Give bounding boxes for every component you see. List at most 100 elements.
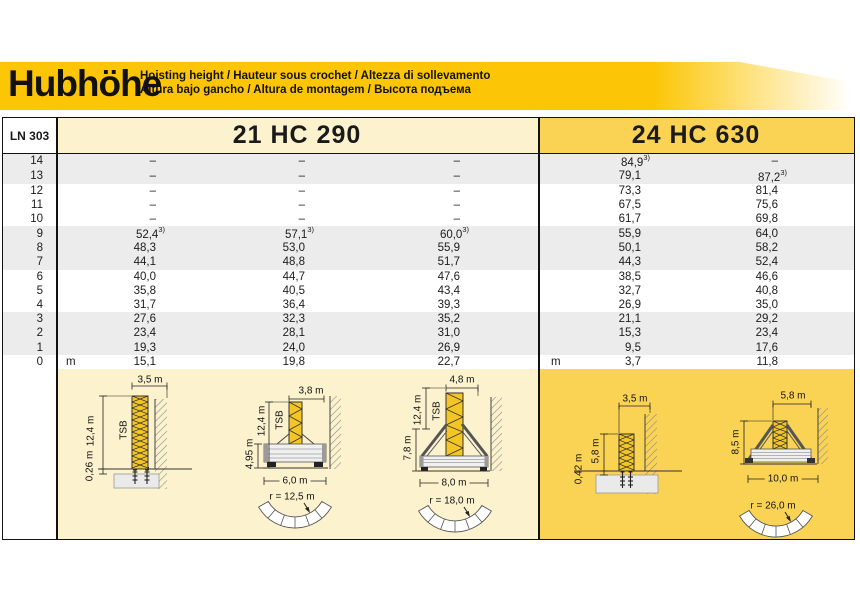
row-label: 10 [30, 213, 43, 226]
crane-foundation-drawing [98, 382, 192, 489]
bogie [314, 462, 323, 467]
dim-label-height: 12,4 m [412, 394, 424, 426]
crane-foundation-drawing [574, 402, 682, 494]
value-cell: 24,0 [282, 341, 305, 354]
value-cell: 23,4 [755, 327, 778, 340]
value-cell: 40,8 [755, 284, 778, 297]
value-cell: 3,7 [625, 355, 641, 368]
value-cell: – [453, 198, 460, 211]
value-cell: 81,4 [755, 184, 778, 197]
table-row: 14 – – – 84,93) – [3, 153, 854, 169]
value-cell: 26,9 [437, 341, 460, 354]
ground-hatch [645, 414, 657, 494]
ground-hatch [330, 396, 341, 469]
dim-label-width: 4,8 m [449, 374, 475, 386]
crane-crossbase-drawing [254, 395, 341, 529]
value-cell: 15,3 [618, 327, 641, 340]
value-cell: – [149, 170, 156, 183]
table-divider-left [56, 118, 58, 539]
value-cell: 40,0 [133, 270, 156, 283]
row-label: 12 [30, 184, 43, 197]
value-cell: – [149, 198, 156, 211]
unit-label: m [66, 355, 76, 368]
dim-label-width: 3,5 m [622, 393, 648, 405]
value-cell: 67,5 [618, 198, 641, 211]
value-cell: 58,2 [755, 242, 778, 255]
crane-aframe-drawing [412, 384, 502, 533]
ground-hatch [491, 397, 502, 471]
table-row: 8 48,3 53,0 55,9 50,1 58,2 [3, 241, 854, 256]
unit-label: m [551, 355, 561, 368]
table-divider-middle [538, 118, 540, 539]
ballast-radius-arc [257, 500, 333, 529]
value-cell: – [453, 213, 460, 226]
value-cell: – [298, 213, 305, 226]
dim-label-height: 8,5 m [730, 429, 742, 455]
row-label: 7 [36, 256, 43, 269]
dim-label-base-height: 4,95 m [244, 438, 256, 470]
value-cell: 44,7 [282, 270, 305, 283]
value-cell: – [771, 155, 778, 168]
subtitle-line-1: Hoisting height / Hauteur sous crochet /… [140, 70, 491, 82]
radius-label: r = 18,0 m [429, 495, 475, 507]
value-cell: 79,1 [618, 170, 641, 183]
diagram-foundation-24hc630: 3,5 m 5,8 m 0,42 m [566, 384, 686, 501]
value-cell: 19,8 [282, 355, 305, 368]
value-cell: 31,0 [437, 327, 460, 340]
value-cell: 23,4 [133, 327, 156, 340]
value-cell: 52,4 [755, 256, 778, 269]
value-cell: 39,3 [437, 299, 460, 312]
value-cell: 44,1 [133, 256, 156, 269]
row-label: 6 [36, 270, 43, 283]
bogie [267, 462, 276, 467]
value-cell: 9,5 [625, 341, 641, 354]
dimension-lines [99, 382, 168, 475]
value-cell: 35,2 [437, 313, 460, 326]
diagram-foundation-21hc290: 3,5 m TSB 12,4 m 0,26 m [76, 373, 196, 501]
page-title: Hubhöhe [8, 63, 162, 104]
table-row: 7 44,1 48,8 51,7 44,3 52,4 [3, 255, 854, 270]
dim-label-width: 3,8 m [298, 385, 324, 397]
value-cell: 51,7 [437, 256, 460, 269]
dim-label-base-width: 10,0 m [764, 473, 802, 485]
row-label: 14 [30, 155, 43, 168]
value-cell: 57,13) [284, 225, 314, 242]
ground-hatch [818, 408, 828, 464]
value-cell: 48,3 [133, 242, 156, 255]
dim-label-height: 12,4 m [85, 415, 97, 447]
table-row: 4 31,7 36,4 39,3 26,9 35,0 [3, 298, 854, 312]
value-cell: 31,7 [133, 299, 156, 312]
value-cell: – [149, 184, 156, 197]
value-cell: – [298, 170, 305, 183]
ballast-slabs [419, 455, 489, 468]
value-cell: 44,3 [618, 256, 641, 269]
value-cell: 28,1 [282, 327, 305, 340]
value-cell: 17,6 [755, 341, 778, 354]
foundation-block [113, 473, 160, 489]
table-row: 12 – – – 73,3 81,4 [3, 184, 854, 198]
value-cell: 22,7 [437, 355, 460, 368]
value-cell: 61,7 [618, 213, 641, 226]
foundation-block [595, 474, 659, 494]
row-label: 5 [36, 284, 43, 297]
table-row: 11 – – – 67,5 75,6 [3, 198, 854, 212]
diagram-aframe-21hc290: 4,8 m TSB 12,4 m 7,8 m 8,0 m r = 18,0 m [389, 369, 524, 539]
value-cell: 52,43) [135, 225, 165, 242]
table-row: 1 19,3 24,0 26,9 9,5 17,6 [3, 340, 854, 355]
ballast-radius-arc [417, 504, 493, 533]
value-cell: 27,6 [133, 313, 156, 326]
tower-type-label: TSB [431, 401, 443, 421]
dim-label-width: 3,5 m [137, 374, 163, 386]
column-header-21hc290: 21 HC 290 [56, 118, 538, 153]
value-cell: 32,3 [282, 313, 305, 326]
table-row: 13 – – – 79,1 87,23) [3, 168, 854, 184]
dim-label-base-width: 8,0 m [438, 477, 470, 489]
table-body: 14– – –84,93) –13– – –79,1 87,23) 12– – –73,3 81,4… [3, 153, 854, 369]
value-cell: – [149, 155, 156, 168]
ballast-radius-arc [738, 509, 814, 538]
value-cell: 84,93) [620, 153, 650, 169]
table-row: 0 m 15,1 19,8 22,7 m 3,7 11,8 [3, 355, 854, 369]
table-row: 6 40,0 44,7 47,6 38,5 46,6 [3, 270, 854, 284]
value-cell: – [453, 170, 460, 183]
